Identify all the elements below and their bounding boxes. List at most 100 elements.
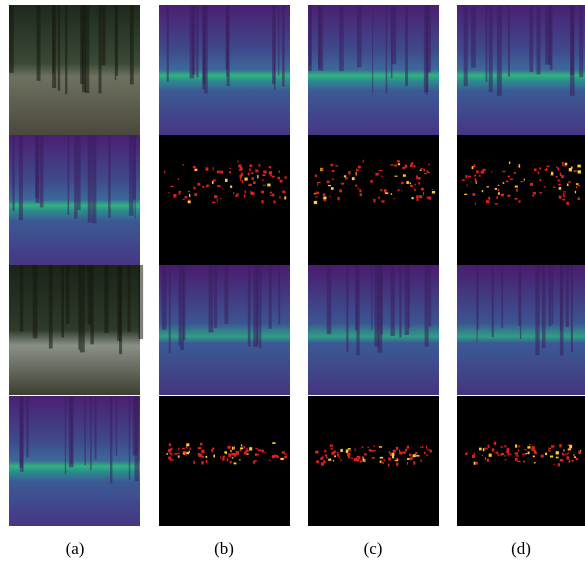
tree-trunk xyxy=(52,5,55,74)
tree-trunk xyxy=(519,265,522,340)
error-dot xyxy=(216,198,218,202)
tree-trunk xyxy=(408,265,410,328)
error-dot xyxy=(214,195,218,199)
error-dot xyxy=(486,186,489,188)
error-dot xyxy=(577,170,581,174)
tree-trunk xyxy=(214,265,218,328)
error-dot xyxy=(420,446,422,448)
error-dot xyxy=(188,450,190,453)
tree-trunk xyxy=(308,5,312,72)
tree-trunk xyxy=(390,265,395,336)
image xyxy=(159,5,290,135)
tree-trunk xyxy=(65,5,68,94)
error-dot xyxy=(243,446,246,449)
tree-trunk xyxy=(108,135,111,218)
error-dot xyxy=(558,180,560,183)
error-dot xyxy=(267,183,271,187)
error-dot xyxy=(426,196,429,199)
error-dot xyxy=(337,196,340,201)
error-dot xyxy=(562,198,566,201)
error-dot xyxy=(249,168,251,172)
error-dot xyxy=(473,452,475,456)
error-dot xyxy=(525,453,528,455)
error-dot xyxy=(465,175,468,179)
tree-trunk xyxy=(79,265,85,353)
error-dot xyxy=(252,461,255,464)
error-dot xyxy=(321,168,324,171)
error-dot xyxy=(373,198,376,203)
error-dot xyxy=(241,180,244,184)
error-dot xyxy=(336,452,339,454)
error-dot xyxy=(268,459,271,461)
error-dot xyxy=(531,448,534,451)
tree-trunk xyxy=(380,265,383,335)
error-dot xyxy=(333,450,336,454)
error-dot xyxy=(527,451,530,455)
tree-trunk xyxy=(272,5,276,85)
panel-label: (d) xyxy=(511,539,531,558)
error-dot xyxy=(508,161,511,164)
error-dot xyxy=(317,181,321,184)
error-dot xyxy=(359,193,362,197)
error-dot xyxy=(239,166,243,171)
error-dot xyxy=(472,192,476,196)
error-dot xyxy=(394,164,398,167)
error-dot xyxy=(395,457,399,461)
error-dot xyxy=(410,184,413,188)
tree-trunk xyxy=(491,265,494,337)
tree-trunk xyxy=(94,396,97,460)
tree-trunk xyxy=(90,265,94,345)
tree-trunk xyxy=(67,135,70,216)
error-dot xyxy=(491,449,495,452)
error-dot xyxy=(238,169,243,171)
error-dot xyxy=(231,452,234,456)
error-dot xyxy=(240,444,243,447)
error-dot xyxy=(231,446,234,450)
error-dot xyxy=(358,456,361,460)
error-dot xyxy=(389,452,394,456)
error-dot xyxy=(388,451,390,455)
tree-trunk xyxy=(104,265,109,333)
panel-label: (b) xyxy=(214,539,234,558)
error-dot xyxy=(367,446,370,448)
tree-trunk xyxy=(202,5,205,90)
tree-trunk xyxy=(168,265,171,353)
error-dot xyxy=(539,179,542,182)
error-dot xyxy=(399,449,401,452)
error-dot xyxy=(313,200,318,205)
error-dot xyxy=(213,454,216,458)
tree-trunk xyxy=(138,265,144,340)
error-dot xyxy=(545,452,548,456)
error-dot xyxy=(472,454,475,459)
error-dot xyxy=(270,194,274,196)
error-dot xyxy=(268,166,272,169)
tree-trunk xyxy=(82,5,86,93)
error-dot xyxy=(350,457,354,459)
tree-trunk xyxy=(161,265,167,330)
error-dot xyxy=(575,186,578,189)
error-dot xyxy=(248,183,252,186)
error-dot xyxy=(177,455,180,458)
error-dot xyxy=(224,178,228,182)
error-map xyxy=(308,396,439,526)
tree-trunk xyxy=(471,5,476,68)
error-dot xyxy=(189,193,191,198)
error-dot xyxy=(364,453,367,456)
tree-trunk xyxy=(48,265,53,349)
error-dot xyxy=(245,450,249,452)
error-dot xyxy=(205,455,208,459)
image xyxy=(457,5,585,135)
error-dot xyxy=(184,196,188,199)
error-dot xyxy=(229,171,232,174)
error-dot xyxy=(225,452,227,455)
error-dot xyxy=(578,450,582,455)
error-dot xyxy=(371,457,375,459)
error-dot xyxy=(505,180,509,183)
tree-trunk xyxy=(77,135,81,210)
error-dot xyxy=(514,185,518,188)
error-dot xyxy=(485,200,490,204)
tree-trunk xyxy=(128,135,134,216)
error-dot xyxy=(413,461,416,465)
error-dot xyxy=(256,453,260,456)
